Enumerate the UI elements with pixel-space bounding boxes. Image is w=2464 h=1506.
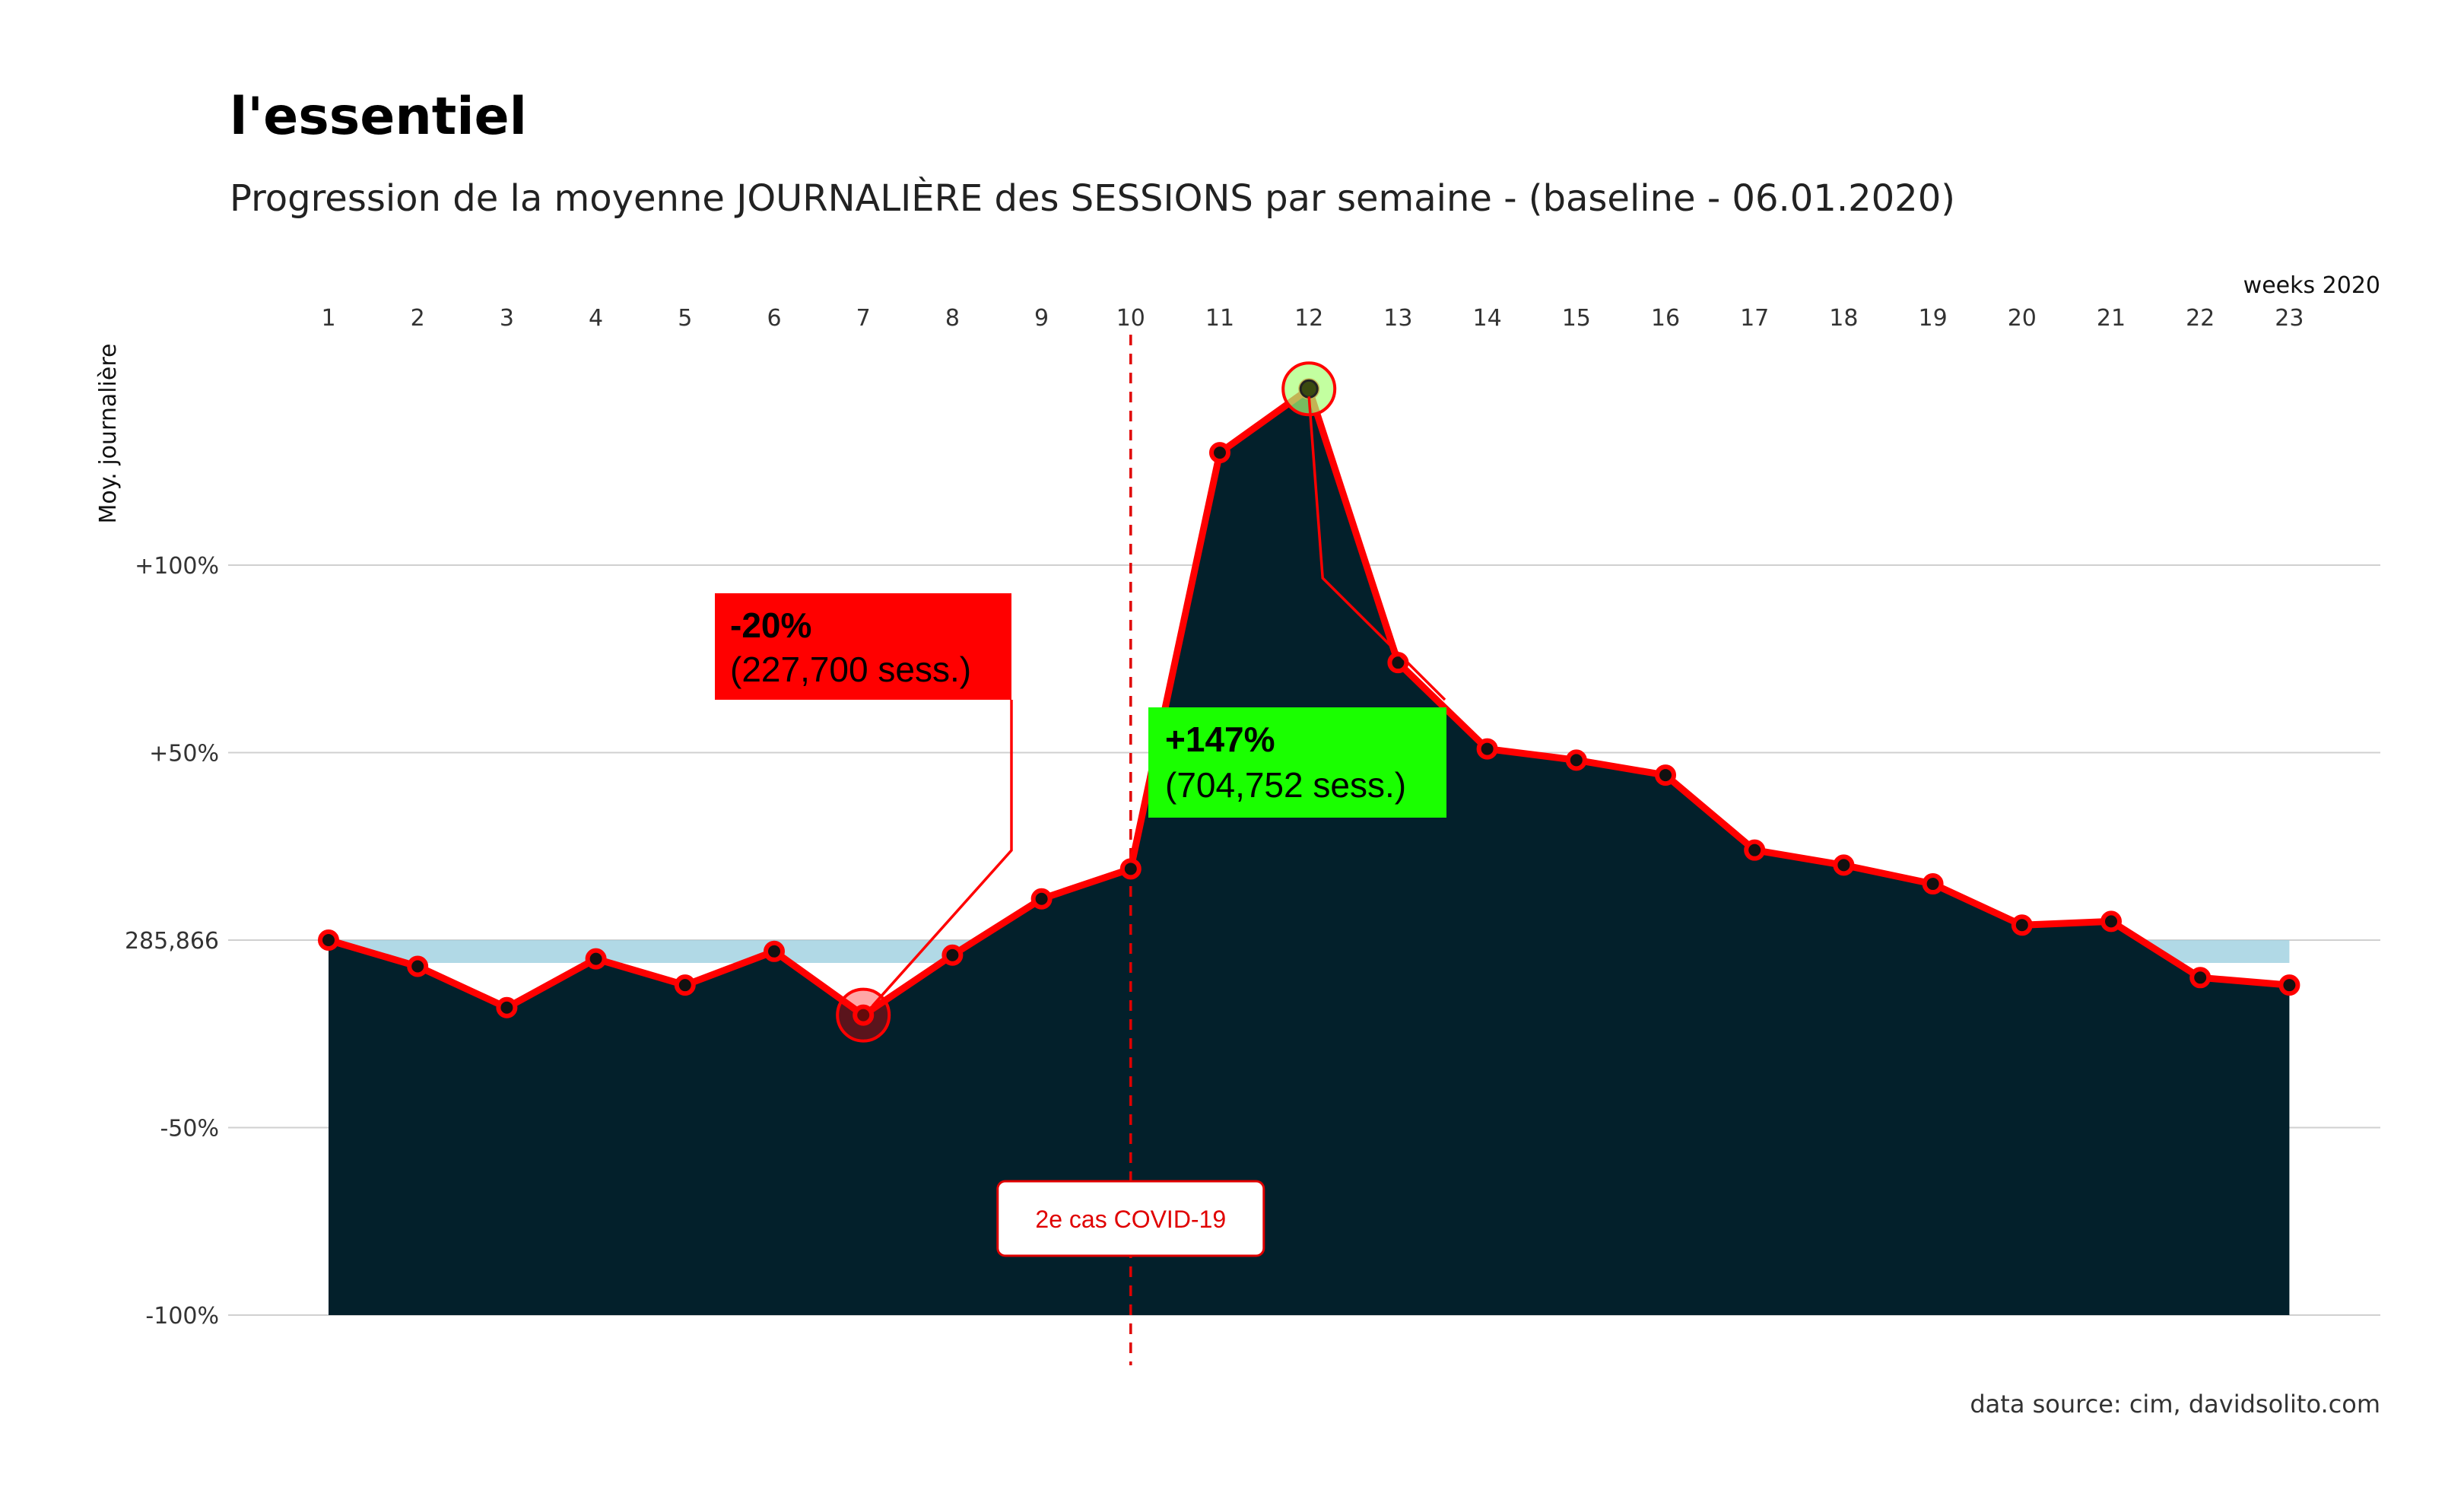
callout-leader <box>1307 396 1446 701</box>
callout-sessions: (704,752 sess.) <box>1165 765 1406 805</box>
x-tick-label: 1 <box>321 305 335 332</box>
data-point <box>2278 974 2300 996</box>
data-point <box>853 1004 875 1026</box>
y-tick-labels: -100% -50% 285,866 +50% +100% <box>125 553 219 1330</box>
y-tick-label: +100% <box>135 553 219 580</box>
data-point <box>2100 910 2122 933</box>
x-tick-label: 4 <box>589 305 603 332</box>
x-tick-label: 20 <box>2008 305 2037 332</box>
event-label: 2e cas COVID-19 <box>1035 1206 1226 1233</box>
data-point <box>1030 888 1053 910</box>
x-tick-label: 17 <box>1740 305 1769 332</box>
x-tick-label: 3 <box>500 305 514 332</box>
x-tick-label: 21 <box>2097 305 2126 332</box>
data-point <box>496 996 518 1018</box>
data-point <box>1209 442 1230 464</box>
data-point <box>764 940 785 962</box>
data-point <box>1922 873 1944 895</box>
x-tick-label: 8 <box>945 305 960 332</box>
x-tick-label: 16 <box>1651 305 1680 332</box>
x-tick-label: 23 <box>2275 305 2304 332</box>
x-tick-label: 19 <box>1919 305 1948 332</box>
callout-pct: -20% <box>730 605 811 645</box>
y-axis-title: Moy. journalière <box>95 344 122 524</box>
x-tick-label: 22 <box>2186 305 2215 332</box>
callout-pct: +147% <box>1165 720 1275 759</box>
data-point <box>1833 854 1855 876</box>
x-tick-labels: 1 2 3 4 5 6 7 8 9 10 11 12 13 14 15 16 17 18 19 20 21 22 23 <box>321 305 2304 332</box>
x-tick-label: 18 <box>1829 305 1858 332</box>
data-point <box>1655 764 1676 786</box>
x-tick-label: 12 <box>1294 305 1323 332</box>
data-point <box>1476 738 1498 760</box>
data-area <box>329 389 2290 1315</box>
data-point <box>2189 967 2212 989</box>
chart-subtitle: Progression de la moyenne JOURNALIÈRE de… <box>230 176 1955 220</box>
data-point <box>585 948 607 970</box>
x-tick-label: 13 <box>1383 305 1412 332</box>
x-tick-label: 2 <box>411 305 425 332</box>
event-label-box <box>996 1180 1265 1257</box>
y-tick-label: -100% <box>145 1303 219 1330</box>
x-tick-label: 10 <box>1116 305 1145 332</box>
x-tick-label: 7 <box>856 305 871 332</box>
x-tick-label: 14 <box>1473 305 1502 332</box>
highlight-center <box>1299 379 1319 399</box>
callout-box <box>715 593 1011 700</box>
x-tick-label: 11 <box>1205 305 1234 332</box>
data-point <box>674 974 696 996</box>
x-tick-label: 5 <box>678 305 692 332</box>
chart-title: l'essentiel <box>230 87 527 147</box>
data-source-caption: data source: cim, davidsolito.com <box>1970 1390 2380 1419</box>
data-point <box>941 944 964 966</box>
data-point <box>407 955 429 977</box>
data-point <box>1744 839 1766 861</box>
data-point <box>1119 858 1142 880</box>
data-point <box>1565 749 1587 771</box>
area-fill <box>329 389 2290 1315</box>
x-tick-label: 9 <box>1034 305 1049 332</box>
data-point <box>1387 652 1409 674</box>
event-marker: 2e cas COVID-19 <box>996 335 1265 1365</box>
callout-box <box>1148 707 1446 818</box>
y-tick-label: +50% <box>149 741 219 767</box>
callout-leader <box>871 700 1013 1007</box>
data-point <box>2011 914 2033 936</box>
y-tick-label: 285,866 <box>125 928 219 955</box>
y-tick-label: -50% <box>160 1116 219 1142</box>
x-tick-label: 6 <box>767 305 781 332</box>
callout-sessions: (227,700 sess.) <box>730 650 971 689</box>
x-axis-title: weeks 2020 <box>2243 272 2380 299</box>
annotations: -20% (227,700 sess.) +147% (704,752 sess.) <box>715 361 1446 1043</box>
data-point <box>318 929 339 951</box>
x-tick-label: 15 <box>1562 305 1591 332</box>
